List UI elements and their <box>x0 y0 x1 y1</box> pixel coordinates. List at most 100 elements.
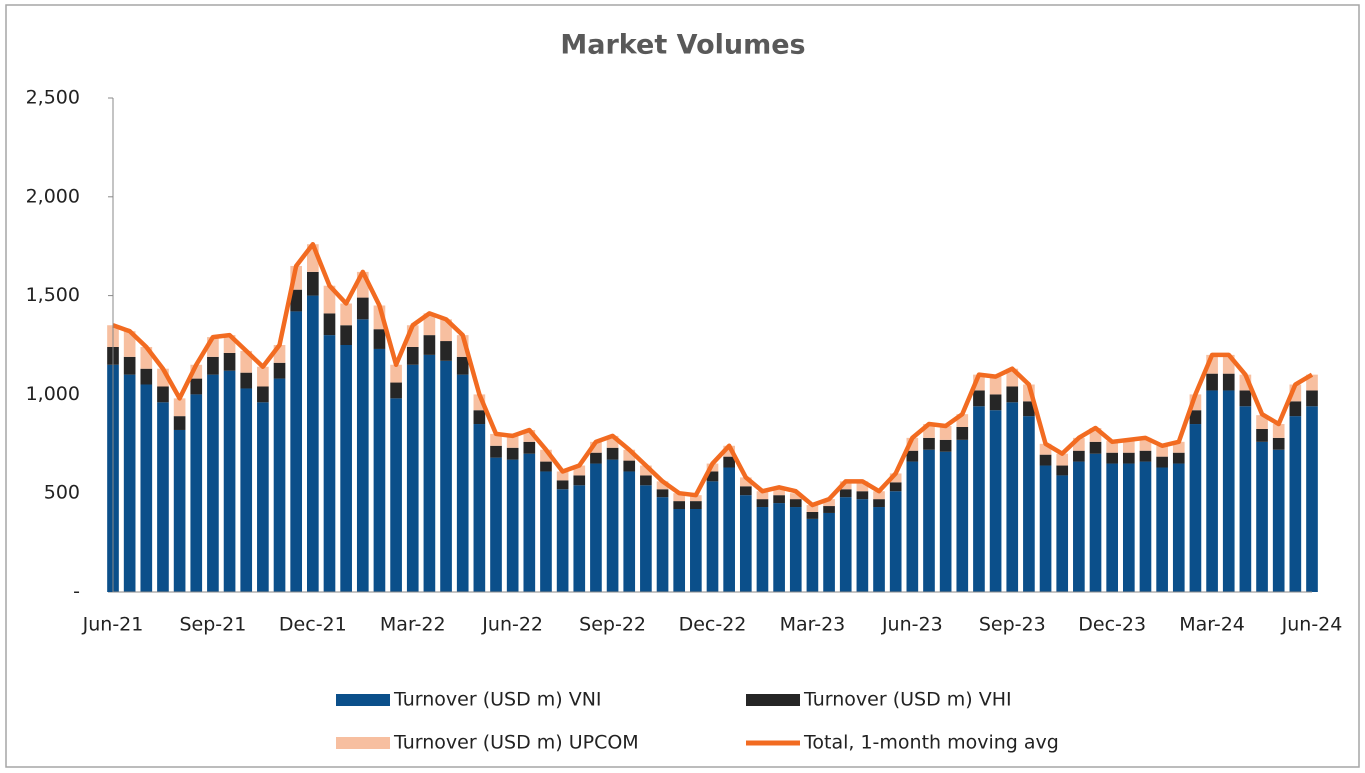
bar-segment <box>956 414 969 428</box>
bar-segment <box>1073 450 1085 462</box>
y-tick-label: 2,500 <box>26 87 80 109</box>
bar-segment <box>1006 402 1019 592</box>
bar-segment <box>1172 452 1185 464</box>
x-tick-label: Sep-23 <box>979 614 1046 636</box>
bar-segment <box>856 481 869 492</box>
bar-segment <box>739 495 752 592</box>
moving-avg-line <box>112 241 1314 508</box>
bar-segment <box>423 354 436 592</box>
bar-segment <box>390 364 402 383</box>
bar-segment <box>690 501 702 510</box>
legend-label: Turnover (USD m) UPCOM <box>393 732 639 754</box>
bar-segment <box>823 506 835 513</box>
bar-segment <box>773 503 785 592</box>
bar-segment <box>756 499 769 508</box>
bar-segment <box>1239 374 1252 391</box>
bar-segment <box>373 305 386 330</box>
bar-segment <box>973 390 985 407</box>
x-tick-label: Dec-21 <box>279 614 347 636</box>
bar-segment <box>423 335 436 355</box>
bar-segment <box>273 362 286 379</box>
bar-segment <box>1089 441 1102 454</box>
bar-segment <box>523 453 536 592</box>
y-tick-label: 1,500 <box>26 284 80 306</box>
bar-segment <box>1073 461 1085 592</box>
legend-swatch <box>746 694 800 706</box>
bar-segment <box>889 491 902 592</box>
bar-segment <box>673 501 686 510</box>
bar-segment <box>323 335 336 592</box>
bar-segment <box>956 439 969 592</box>
bar-segment <box>723 456 735 468</box>
bar-segment <box>223 352 236 371</box>
bar-segment <box>307 244 319 272</box>
bar-segment <box>473 394 486 411</box>
x-tick-label: Mar-22 <box>380 614 446 636</box>
bar-segment <box>1189 394 1202 411</box>
bar-segment <box>1089 453 1102 592</box>
x-tick-label: Jun-23 <box>881 614 943 636</box>
bar-segment <box>123 374 136 592</box>
bar-segment <box>690 509 702 592</box>
bar-segment <box>1222 390 1235 592</box>
bar-segment <box>290 265 303 290</box>
bar-segment <box>190 364 203 379</box>
bar-segment <box>223 335 236 353</box>
bar-segment <box>323 313 336 336</box>
bar-segment <box>506 447 519 460</box>
bar-segment <box>939 426 952 440</box>
bar-segment <box>307 271 319 296</box>
bar-segment <box>257 366 269 387</box>
y-tick-label: 2,000 <box>26 185 80 207</box>
bar-segment <box>1106 463 1118 592</box>
bar-segment <box>590 441 602 453</box>
legend-swatch <box>336 737 390 749</box>
bar-segment <box>656 489 669 498</box>
bar-segment <box>456 374 469 592</box>
bar-segment <box>923 424 935 438</box>
bar-segment <box>257 402 269 592</box>
bar-segment <box>640 475 652 486</box>
bar-segment <box>390 398 402 592</box>
bar-segment <box>640 465 652 476</box>
bar-segment <box>1189 424 1202 592</box>
bar-segment <box>573 475 586 486</box>
bar-segment <box>523 441 536 454</box>
bar-segment <box>1156 445 1168 457</box>
bar-segment <box>956 427 969 440</box>
x-tick-label: Sep-21 <box>179 614 246 636</box>
bar-segment <box>623 460 636 472</box>
bar-segment <box>856 491 869 500</box>
bar-segment <box>773 495 785 504</box>
bar-segment <box>939 451 952 592</box>
bar-segment <box>906 437 919 451</box>
bar-segment <box>1073 437 1085 451</box>
bar-segment <box>856 499 869 592</box>
bar-segment <box>806 505 819 512</box>
x-tick-label: Sep-22 <box>579 614 646 636</box>
bar-segment <box>440 341 452 361</box>
bar-segment <box>590 452 602 464</box>
bar-segment <box>739 486 752 496</box>
bar-segment <box>1139 461 1152 592</box>
bar-segment <box>1172 441 1185 453</box>
bar-segment <box>473 424 486 592</box>
bar-segment <box>406 364 419 592</box>
bar-segment <box>1056 453 1069 466</box>
bar-segment <box>839 497 852 592</box>
bar-segment <box>1306 390 1318 407</box>
bar-segment <box>839 489 852 498</box>
bar-segment <box>1106 440 1118 453</box>
bar-segment <box>789 507 802 592</box>
bar-segment <box>773 487 785 496</box>
bar-segment <box>173 416 186 430</box>
bar-segment <box>240 350 253 373</box>
bar-segment <box>1156 467 1168 592</box>
bar-segment <box>406 325 419 347</box>
bar-segment <box>540 461 552 472</box>
bar-segment <box>307 295 319 592</box>
bar-segment <box>290 311 303 592</box>
bar-segment <box>556 471 569 481</box>
